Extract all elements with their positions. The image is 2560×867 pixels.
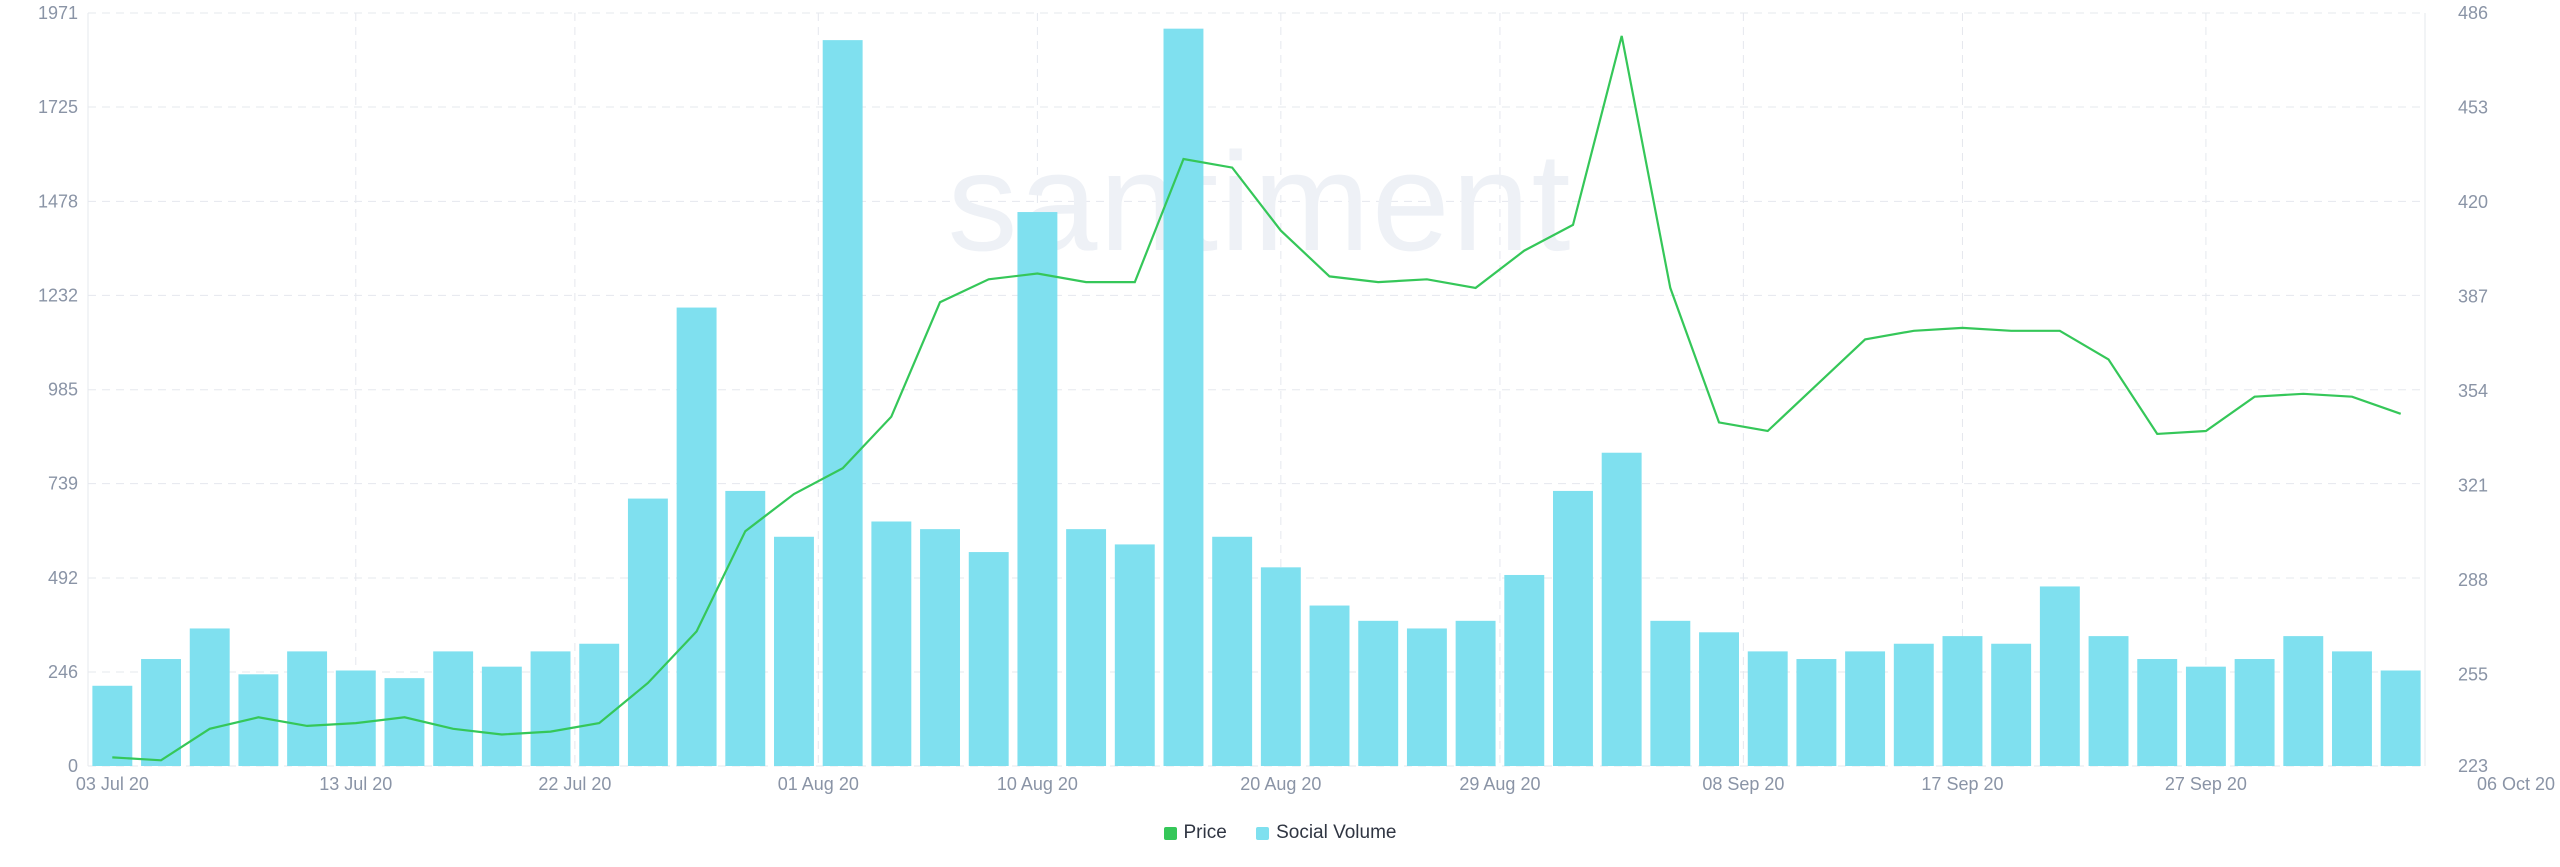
social-volume-bar (1260, 567, 1301, 766)
social-volume-bar (1893, 643, 1934, 766)
legend-item-social-volume[interactable]: Social Volume (1256, 822, 1396, 844)
left-axis-tick: 0 (68, 756, 78, 776)
grid-lines (88, 12, 2425, 767)
x-axis-tick: 17 Sep 20 (1921, 774, 2003, 794)
social-volume-bar (1747, 651, 1788, 766)
social-volume-bar (871, 521, 912, 766)
social-volume-bar (1796, 659, 1837, 766)
social-volume-bar (2039, 586, 2080, 766)
social-volume-bar (2234, 659, 2275, 766)
left-axis-tick: 985 (48, 380, 78, 400)
left-axis-tick: 1232 (38, 285, 78, 305)
x-axis-tick: 20 Aug 20 (1240, 774, 1321, 794)
social-volume-bar (2088, 636, 2129, 766)
social-volume-bar (1212, 536, 1253, 766)
right-axis-tick: 420 (2458, 192, 2488, 212)
right-axis-tick: 223 (2458, 756, 2488, 776)
left-axis-tick: 1971 (38, 3, 78, 23)
legend-item-price[interactable]: Price (1163, 822, 1227, 844)
right-axis-tick: 255 (2458, 664, 2488, 684)
left-axis-tick: 739 (48, 474, 78, 494)
social-volume-bar (1942, 636, 1983, 766)
social-volume-bar (1699, 632, 1739, 766)
x-axis-tick: 01 Aug 20 (778, 774, 859, 794)
social-volume-bar (384, 678, 425, 766)
axes: 0 246 492 739 985 1232 1478 1725 1971 223 255 288 32… (38, 3, 2555, 794)
social-volume-bar (725, 490, 766, 766)
social-volume-bar (822, 40, 863, 766)
social-volume-bar (1991, 643, 2032, 766)
social-volume-bar (1553, 490, 1593, 766)
social-volume-bar (189, 628, 230, 766)
social-volume-bar (1650, 620, 1691, 766)
right-axis-tick: 486 (2458, 3, 2488, 23)
social-volume-bar (530, 651, 571, 766)
social-volume-bar (2332, 651, 2372, 766)
social-volume-bar (579, 643, 620, 766)
social-volume-bar (1358, 620, 1399, 766)
social-volume-bar (774, 536, 814, 766)
social-volume-bar (1017, 212, 1058, 767)
price-line (112, 35, 2402, 762)
left-axis-tick: 492 (48, 568, 78, 588)
social-volume-bar (2380, 670, 2421, 766)
social-volume-bar (1309, 605, 1350, 766)
x-axis-tick: 13 Jul 20 (319, 774, 392, 794)
right-axis-tick: 288 (2458, 570, 2488, 590)
social-volume-bar (1601, 452, 1642, 766)
social-volume-bar (2185, 666, 2226, 766)
social-volume-bar (2137, 659, 2178, 766)
social-volume-bar (1406, 628, 1447, 766)
left-axis-tick: 1478 (38, 191, 78, 211)
social-volume-bar (1163, 28, 1204, 766)
social-volume-bar (2283, 636, 2324, 766)
right-axis-tick: 321 (2458, 475, 2488, 495)
left-axis-tick: 1725 (38, 97, 78, 117)
social-volume-bar (1455, 620, 1496, 766)
legend-label-social-volume: Social Volume (1276, 822, 1397, 843)
social-volume-bar (433, 651, 474, 766)
chart-svg: santiment 024649273998512321478172519712… (38, 3, 2555, 794)
right-axis-tick: 354 (2458, 381, 2488, 401)
legend: Price Social Volume (0, 822, 2560, 846)
social-volume-bar (1066, 529, 1107, 766)
x-axis-tick: 29 Aug 20 (1459, 774, 1540, 794)
x-axis-tick: 10 Aug 20 (997, 774, 1078, 794)
x-axis-tick: 03 Jul 20 (76, 774, 149, 794)
social-volume-bar (1845, 651, 1886, 766)
right-axis-tick: 387 (2458, 286, 2488, 306)
social-volume-bar (968, 552, 1009, 766)
x-axis-tick: 08 Sep 20 (1702, 774, 1784, 794)
x-axis-tick: 27 Sep 20 (2165, 774, 2247, 794)
x-axis-tick: 06 Oct 20 (2477, 774, 2555, 794)
social-volume-bar (676, 307, 717, 766)
social-volume-bar (627, 498, 668, 766)
left-axis-tick: 246 (48, 662, 78, 682)
social-volume-bar (920, 529, 960, 766)
right-axis-tick: 453 (2458, 97, 2488, 117)
legend-label-price: Price (1183, 822, 1227, 843)
price-swatch-icon (1163, 826, 1177, 840)
social-volume-bar (141, 659, 181, 766)
social-volume-bar (1504, 574, 1545, 766)
social-volume-bar (287, 651, 328, 766)
social-volume-bar (335, 670, 376, 766)
social-volume-bars (92, 28, 2421, 767)
social-volume-bar (481, 666, 522, 766)
social-volume-swatch-icon (1256, 826, 1270, 840)
social-volume-bar (92, 685, 133, 766)
social-volume-bar (1114, 544, 1155, 766)
x-axis-tick: 22 Jul 20 (538, 774, 611, 794)
